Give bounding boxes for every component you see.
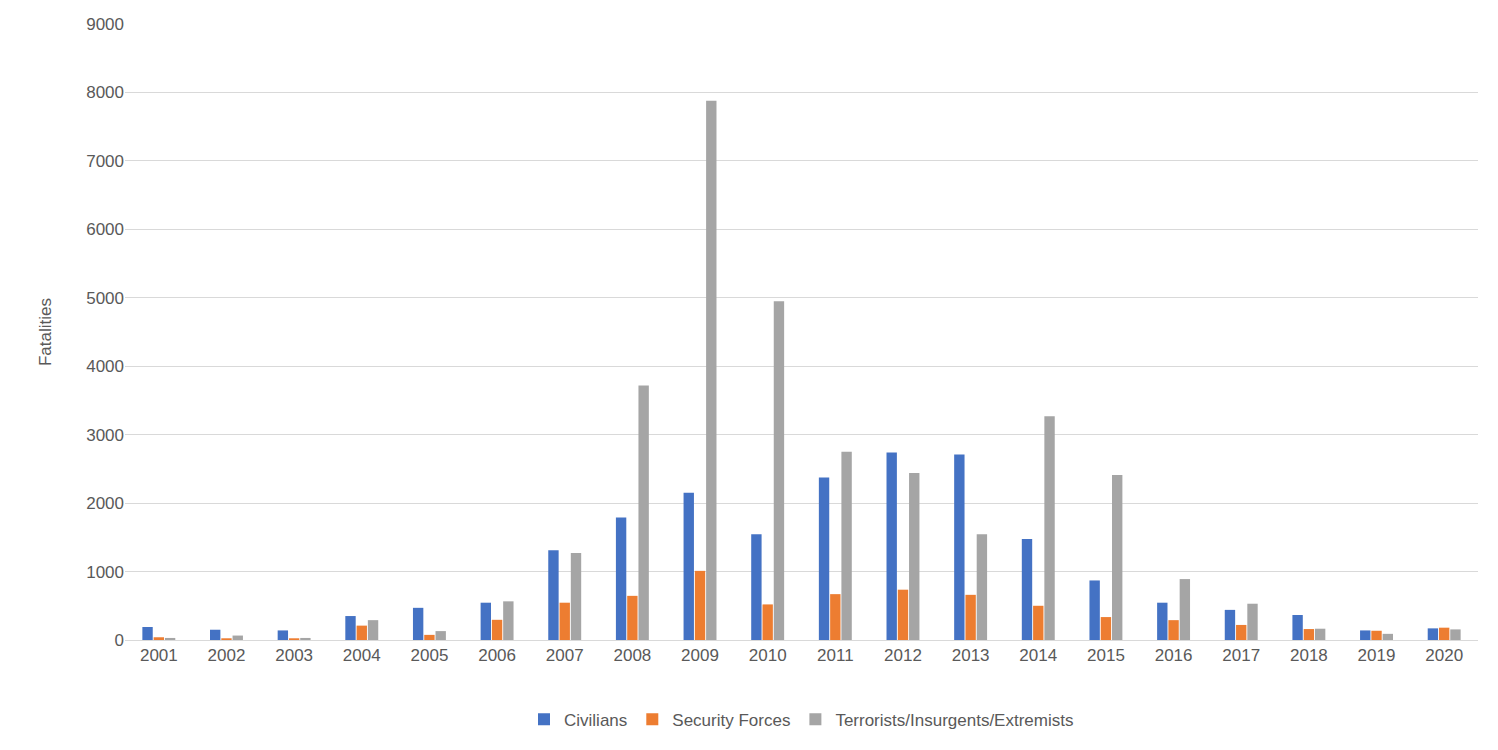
svg-text:2014: 2014 <box>1019 646 1057 665</box>
svg-text:2002: 2002 <box>208 646 246 665</box>
svg-text:2004: 2004 <box>343 646 381 665</box>
svg-text:Fatalities: Fatalities <box>36 298 55 366</box>
svg-text:2005: 2005 <box>411 646 449 665</box>
svg-text:2020: 2020 <box>1425 646 1463 665</box>
svg-text:0: 0 <box>115 631 124 650</box>
svg-text:9000: 9000 <box>86 15 124 34</box>
svg-text:2016: 2016 <box>1155 646 1193 665</box>
svg-text:2018: 2018 <box>1290 646 1328 665</box>
svg-text:2006: 2006 <box>478 646 516 665</box>
svg-text:Security Forces: Security Forces <box>672 711 790 730</box>
svg-text:5000: 5000 <box>86 289 124 308</box>
svg-text:4000: 4000 <box>86 357 124 376</box>
svg-text:2019: 2019 <box>1358 646 1396 665</box>
svg-text:2011: 2011 <box>817 646 854 665</box>
svg-text:2001: 2001 <box>140 646 178 665</box>
svg-text:2003: 2003 <box>275 646 313 665</box>
svg-text:6000: 6000 <box>86 220 124 239</box>
svg-text:Terrorists/Insurgents/Extremis: Terrorists/Insurgents/Extremists <box>835 711 1073 730</box>
svg-text:8000: 8000 <box>86 83 124 102</box>
svg-text:2015: 2015 <box>1087 646 1125 665</box>
svg-text:2000: 2000 <box>86 494 124 513</box>
svg-text:2008: 2008 <box>613 646 651 665</box>
svg-text:1000: 1000 <box>86 563 124 582</box>
svg-text:2012: 2012 <box>884 646 922 665</box>
svg-text:Civilians: Civilians <box>564 711 627 730</box>
svg-text:2009: 2009 <box>681 646 719 665</box>
svg-text:3000: 3000 <box>86 426 124 445</box>
svg-text:2013: 2013 <box>952 646 990 665</box>
svg-text:2017: 2017 <box>1222 646 1260 665</box>
svg-text:2010: 2010 <box>749 646 787 665</box>
svg-text:7000: 7000 <box>86 152 124 171</box>
svg-text:2007: 2007 <box>546 646 584 665</box>
